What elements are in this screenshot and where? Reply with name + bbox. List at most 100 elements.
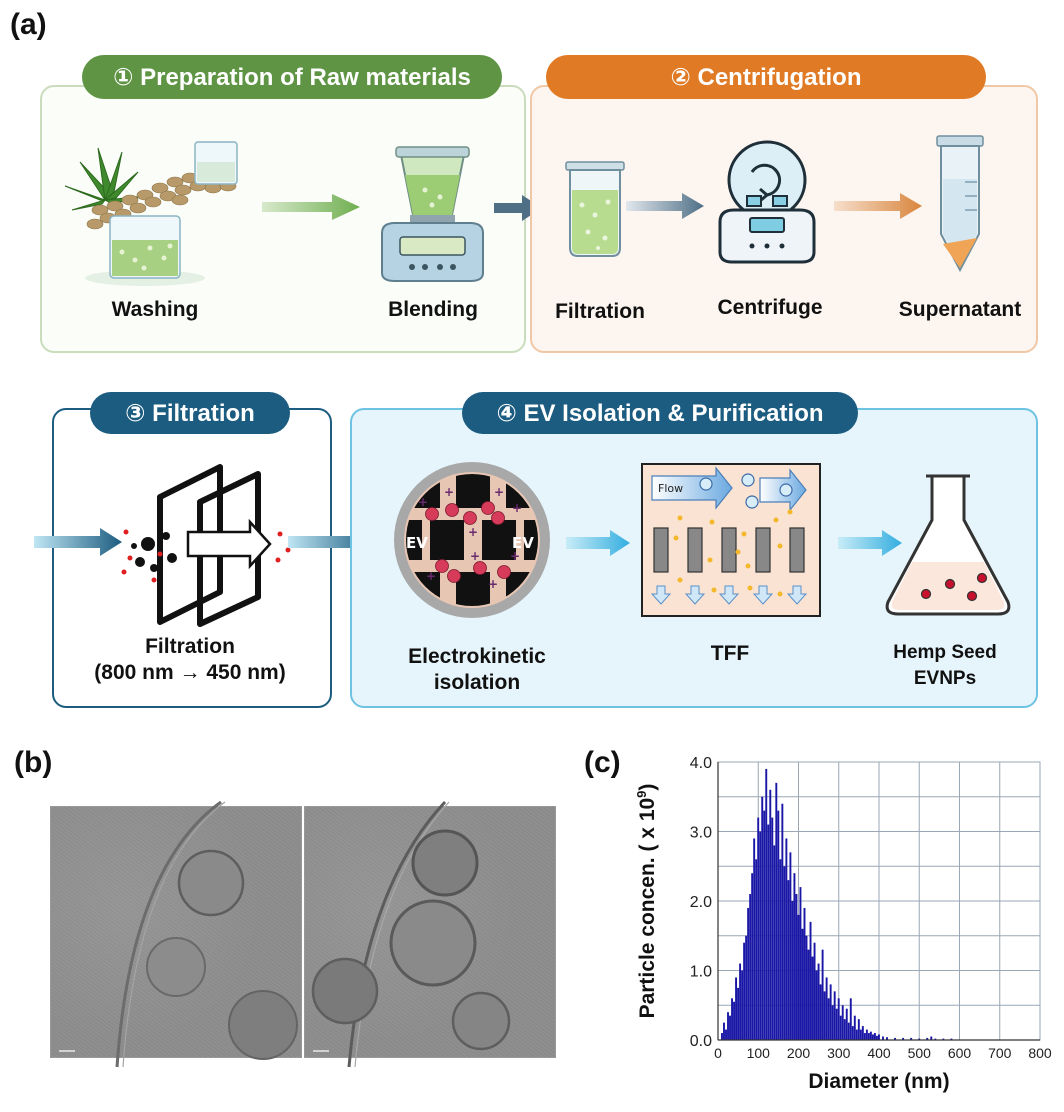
label-washing: Washing (111, 298, 199, 321)
svg-text:+: + (418, 495, 428, 509)
step2-title: ② Centrifugation (546, 55, 986, 99)
centrifuge-icon (718, 140, 816, 264)
histogram-bar (741, 970, 744, 1040)
histogram-bar (849, 998, 852, 1040)
histogram-bar (843, 1019, 846, 1040)
histogram-bar (761, 796, 764, 1040)
histogram-bar (918, 1038, 921, 1040)
electrokinetic-icon: + + + + + + + + + EV EV (394, 462, 550, 618)
histogram-bar (775, 782, 778, 1040)
label-evnps: EVNPs (913, 668, 977, 689)
svg-text:+: + (444, 485, 454, 499)
histogram-bar (833, 991, 836, 1040)
erlenmeyer-flask-icon (885, 474, 1011, 616)
histogram-bar (793, 873, 796, 1040)
histogram-bar (859, 1029, 862, 1040)
supernatant-tube-icon (936, 135, 984, 273)
panel-letter-a: (a) (10, 8, 47, 41)
hemp-washing-icon (64, 141, 238, 286)
histogram-bar (725, 1029, 727, 1040)
histogram-bar (777, 810, 780, 1040)
histogram-bar (735, 977, 738, 1040)
histogram-bar (789, 852, 792, 1040)
histogram-bar (787, 880, 790, 1040)
histogram-bar (863, 1033, 866, 1040)
histogram-bar (857, 1019, 860, 1040)
histogram-bar (763, 810, 766, 1040)
histogram-bar (882, 1036, 884, 1040)
histogram-bar (847, 1022, 850, 1040)
histogram-bar (877, 1034, 880, 1040)
membrane-filter-icon (121, 464, 291, 627)
label-electrokinetic: Electrokinetic (408, 645, 546, 668)
histogram-bar (749, 894, 752, 1040)
step3-title: ③ Filtration (90, 392, 290, 434)
histogram-bar (769, 789, 772, 1040)
histogram-bar (733, 1001, 736, 1040)
svg-text:+: + (426, 569, 436, 583)
histogram-bar (743, 942, 746, 1040)
histogram-bar (773, 845, 776, 1040)
label-isolation: isolation (433, 671, 521, 694)
svg-text:+: + (510, 549, 520, 563)
histogram-bar (791, 901, 794, 1040)
histogram-bar (747, 907, 750, 1040)
histogram-bar (950, 1038, 953, 1040)
histogram-bar (797, 914, 800, 1040)
histogram-bar (910, 1037, 913, 1040)
histogram-bar (729, 1015, 731, 1040)
y-tick-label: 4.0 (690, 755, 712, 772)
histogram-bar (765, 768, 768, 1040)
histogram-bar (731, 998, 733, 1040)
histogram-bar (934, 1038, 937, 1040)
x-tick-label: 800 (1028, 1045, 1052, 1061)
histogram-bar (795, 894, 798, 1040)
histogram-bar (942, 1038, 945, 1040)
ev-label-right: EV (512, 534, 534, 552)
histogram-bar (801, 928, 804, 1040)
tem-image-left (50, 800, 302, 1068)
label-hemp-seed: Hemp Seed (893, 642, 997, 663)
histogram-bar (723, 1022, 725, 1040)
histogram-bar (829, 984, 832, 1040)
histogram-bar (861, 1026, 864, 1040)
arrow-tff-to-flask (838, 530, 902, 556)
histogram-bar (785, 838, 788, 1040)
arrow-wash-to-blend (262, 194, 360, 220)
tem-image-right (304, 800, 556, 1068)
histogram-bar (813, 942, 816, 1040)
histogram-bar (926, 1037, 929, 1040)
label-filtration: Filtration (555, 300, 645, 323)
svg-text:+: + (488, 577, 498, 591)
histogram-bar (823, 991, 826, 1040)
blender-icon (381, 146, 484, 282)
y-tick-label: 3.0 (690, 825, 712, 842)
histogram-bar (821, 949, 824, 1040)
histogram-bar (873, 1033, 876, 1040)
arrow-centrifuge-to-supernatant (834, 193, 922, 219)
x-axis-label: Diameter (nm) (808, 1070, 949, 1093)
label-filtration-3: Filtration (145, 635, 235, 658)
ev-label-left: EV (406, 534, 428, 552)
flow-label: Flow (658, 482, 683, 495)
histogram-bar (855, 1029, 858, 1040)
histogram-bar (831, 1005, 834, 1040)
svg-text:+: + (512, 501, 522, 515)
histogram-bar (771, 817, 774, 1040)
histogram-bar (781, 803, 784, 1040)
histogram-bar (886, 1037, 888, 1040)
histogram-bar (811, 956, 814, 1040)
histogram-bar (902, 1037, 905, 1040)
histogram-bar (871, 1034, 874, 1040)
histogram-bar (837, 998, 840, 1040)
histogram-bar (727, 1012, 729, 1040)
step1-title: ① Preparation of Raw materials (82, 55, 502, 99)
svg-text:+: + (468, 525, 478, 539)
x-tick-label: 0 (714, 1045, 722, 1061)
histogram-bar (751, 873, 754, 1040)
histogram-bar (755, 859, 758, 1040)
step4-title: ④ EV Isolation & Purification (462, 392, 858, 434)
histogram-bar (807, 949, 810, 1040)
histogram-bar (851, 1026, 854, 1040)
x-tick-label: 400 (867, 1045, 891, 1061)
